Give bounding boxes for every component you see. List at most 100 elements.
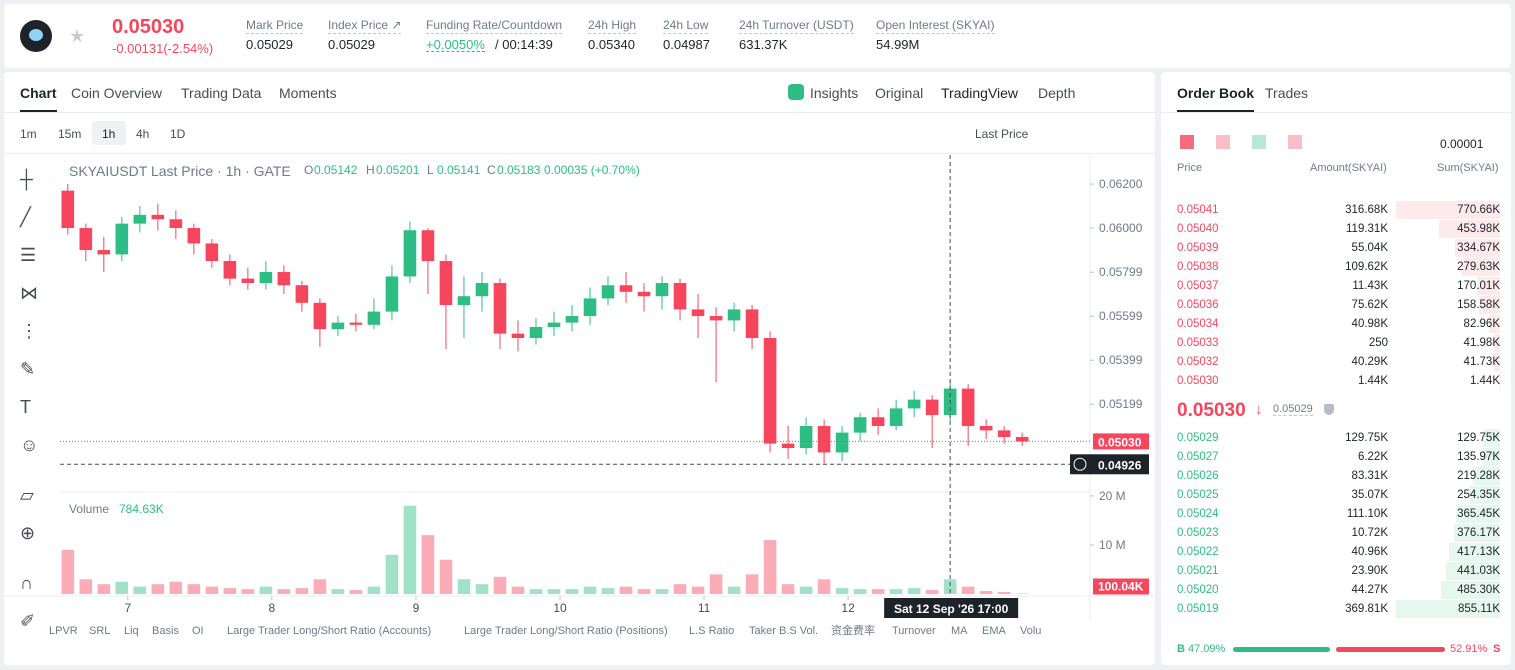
tool-icon[interactable]: ✎ bbox=[20, 359, 36, 379]
indicator[interactable]: Large Trader Long/Short Ratio (Positions… bbox=[464, 625, 668, 637]
ob-price: 0.05023 bbox=[1177, 527, 1219, 539]
interval[interactable]: 1h bbox=[102, 127, 116, 141]
tool-icon[interactable]: ┼ bbox=[20, 169, 33, 189]
candle-body bbox=[421, 230, 435, 262]
volume-bar bbox=[889, 589, 903, 594]
ob-layout-icon[interactable] bbox=[1180, 135, 1194, 149]
interval[interactable]: 15m bbox=[58, 127, 82, 141]
stat-label: Index Price ↗ bbox=[328, 18, 402, 34]
ob-amount: 129.75K bbox=[1345, 432, 1388, 444]
view-tab[interactable]: Insights bbox=[810, 85, 859, 101]
ob-sum: 334.67K bbox=[1457, 242, 1500, 254]
ob-buy-pct: 47.09% bbox=[1188, 643, 1226, 655]
ob-price: 0.05020 bbox=[1177, 584, 1219, 596]
volume-bar bbox=[781, 584, 795, 594]
favorite-star[interactable]: ★ bbox=[69, 26, 86, 46]
ob-layout-icon[interactable] bbox=[1252, 135, 1266, 149]
indicator[interactable]: SRL bbox=[89, 625, 111, 637]
indicator[interactable]: Liq bbox=[124, 625, 139, 637]
ob-price: 0.05025 bbox=[1177, 489, 1219, 501]
ob-sum: 855.11K bbox=[1458, 603, 1500, 615]
ob-layout-icon[interactable] bbox=[1216, 135, 1230, 149]
depth-bar bbox=[1396, 600, 1500, 618]
stat-label: Mark Price bbox=[246, 18, 304, 34]
ob-shield bbox=[1324, 404, 1334, 415]
ob-layout-icon[interactable] bbox=[1288, 135, 1302, 149]
buy-ratio-bar bbox=[1233, 647, 1330, 652]
ob-sum: 417.13K bbox=[1457, 546, 1500, 558]
candle-body bbox=[97, 250, 111, 255]
indicator[interactable]: Basis bbox=[152, 625, 179, 637]
tool-icon[interactable]: ⊕ bbox=[20, 523, 36, 543]
candle-body bbox=[475, 283, 489, 297]
tool-icon[interactable]: ☰ bbox=[20, 245, 37, 265]
chart-tab[interactable]: Chart bbox=[20, 86, 57, 112]
price-source[interactable]: Last Price bbox=[975, 127, 1029, 141]
volume-bar bbox=[637, 589, 651, 594]
candle-body bbox=[133, 214, 147, 224]
indicator[interactable]: EMA bbox=[982, 625, 1006, 637]
tool-icon[interactable]: ▱ bbox=[20, 485, 34, 505]
interval[interactable]: 1m bbox=[20, 127, 37, 141]
ob-price: 0.05029 bbox=[1177, 432, 1219, 444]
depth-bar bbox=[1478, 296, 1500, 314]
ob-tab[interactable]: Trades bbox=[1265, 85, 1309, 101]
interval[interactable]: 4h bbox=[136, 127, 150, 141]
depth-bar bbox=[1454, 239, 1500, 257]
volume-bar bbox=[619, 586, 633, 594]
x-tick-label: 12 bbox=[841, 601, 855, 615]
chart-tab[interactable]: Coin Overview bbox=[71, 85, 163, 101]
indicator[interactable]: Volu bbox=[1020, 625, 1042, 637]
ob-amount: 40.29K bbox=[1351, 356, 1388, 368]
tool-icon[interactable]: ∩ bbox=[20, 573, 33, 593]
ob-amount: 83.31K bbox=[1351, 470, 1388, 482]
volume-bar bbox=[349, 590, 363, 594]
indicator[interactable]: LPVR bbox=[49, 625, 78, 637]
volume-bar bbox=[133, 586, 147, 594]
depth-bar bbox=[1462, 258, 1500, 276]
ob-amount: 11.43K bbox=[1352, 280, 1388, 292]
depth-bar bbox=[1396, 201, 1500, 219]
ohlc-key: H bbox=[366, 163, 375, 177]
tool-icon[interactable]: ╱ bbox=[20, 207, 31, 227]
tool-icon[interactable]: ⋮ bbox=[20, 321, 38, 341]
ob-sum: 158.58K bbox=[1457, 299, 1500, 311]
bar-change: 0.00035 (+0.70%) bbox=[544, 163, 640, 177]
tool-icon[interactable]: T bbox=[20, 397, 31, 417]
candle-body bbox=[889, 408, 903, 427]
indicator[interactable]: 资金费率 bbox=[831, 625, 875, 637]
candle-body bbox=[457, 296, 471, 306]
indicator[interactable]: OI bbox=[192, 625, 204, 637]
view-tab[interactable]: Depth bbox=[1038, 85, 1076, 101]
view-tab[interactable]: Original bbox=[875, 85, 924, 101]
volume-bar bbox=[997, 592, 1011, 594]
ob-price: 0.05032 bbox=[1177, 356, 1219, 368]
indicator[interactable]: MA bbox=[951, 625, 968, 637]
depth-bar bbox=[1454, 524, 1500, 542]
indicator[interactable]: L.S Ratio bbox=[689, 625, 735, 637]
ob-precision[interactable]: 0.00001 bbox=[1440, 137, 1484, 151]
header bbox=[4, 4, 1511, 68]
indicator[interactable]: Turnover bbox=[892, 625, 936, 637]
tool-icon[interactable]: ⋈ bbox=[20, 283, 38, 303]
view-tab[interactable]: TradingView bbox=[941, 85, 1019, 101]
tool-icon[interactable]: ✐ bbox=[20, 611, 36, 631]
chart-tab[interactable]: Moments bbox=[279, 85, 337, 101]
indicator[interactable]: Taker B.S Vol. bbox=[749, 625, 819, 637]
volume-bar bbox=[511, 586, 525, 594]
ob-sum: 441.03K bbox=[1457, 565, 1500, 577]
volume-bar bbox=[61, 549, 75, 594]
ob-sum: 376.17K bbox=[1457, 527, 1500, 539]
interval[interactable]: 1D bbox=[170, 127, 186, 141]
candle-body bbox=[727, 309, 741, 321]
ob-tab[interactable]: Order Book bbox=[1177, 86, 1255, 112]
candle-body bbox=[547, 322, 561, 328]
ob-price: 0.05041 bbox=[1177, 204, 1219, 216]
tool-icon[interactable]: ☺ bbox=[20, 435, 39, 455]
ob-amount: 369.81K bbox=[1345, 603, 1388, 615]
chart-tab[interactable]: Trading Data bbox=[181, 85, 262, 101]
ob-price: 0.05019 bbox=[1177, 603, 1219, 615]
indicator[interactable]: Large Trader Long/Short Ratio (Accounts) bbox=[227, 625, 432, 637]
candle-body bbox=[961, 388, 975, 427]
candle-body bbox=[529, 327, 543, 339]
